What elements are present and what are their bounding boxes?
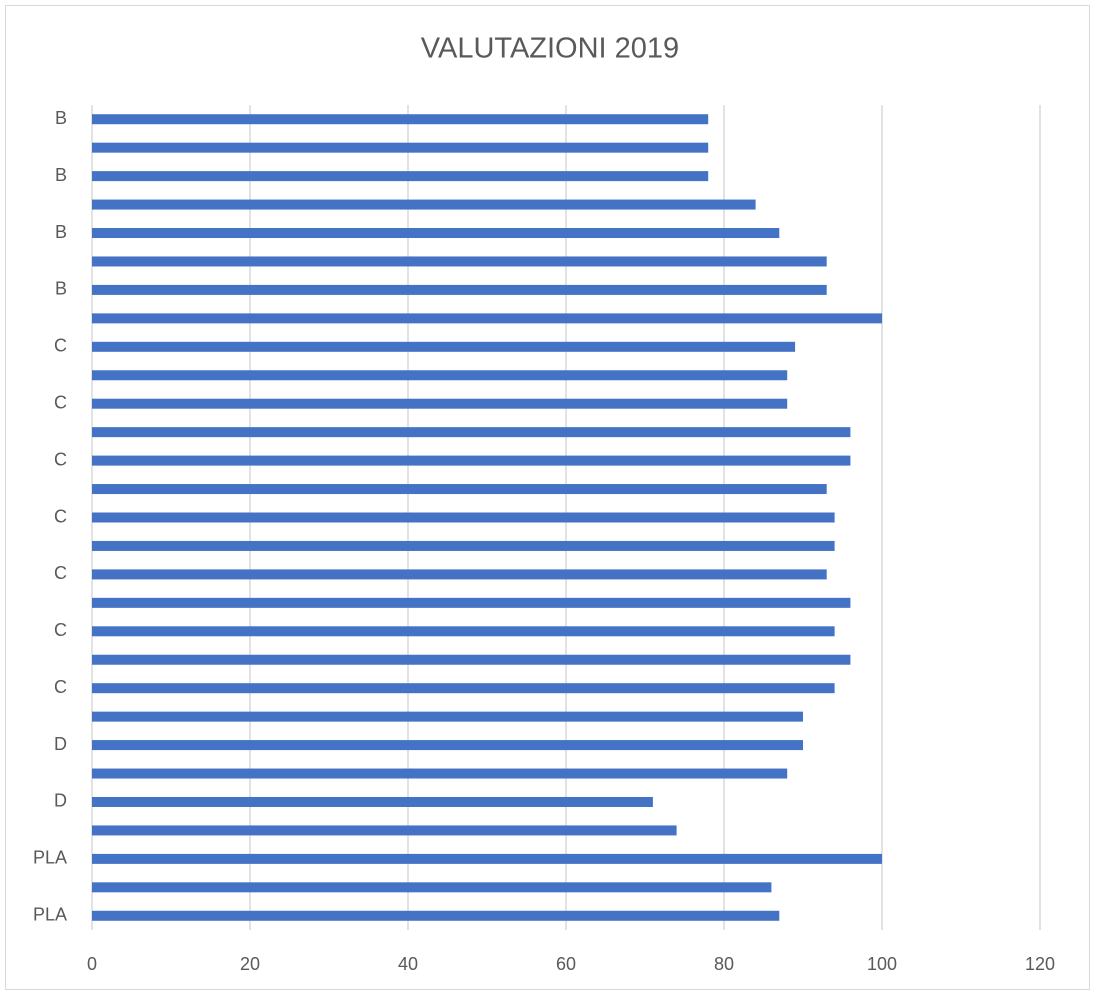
x-tick-label: 120	[1025, 954, 1055, 974]
bar	[92, 825, 677, 836]
bar	[92, 597, 851, 608]
bar	[92, 171, 709, 182]
bar	[92, 199, 756, 210]
bar	[92, 114, 709, 125]
bar	[92, 654, 851, 665]
bar	[92, 427, 851, 438]
bar	[92, 796, 653, 807]
y-tick-label: C	[54, 563, 67, 583]
bar	[92, 370, 788, 381]
y-tick-label: PLA	[33, 905, 67, 925]
x-tick-label: 60	[556, 954, 576, 974]
bar	[92, 882, 772, 893]
bar	[92, 398, 788, 409]
chart-title: VALUTAZIONI 2019	[421, 33, 679, 65]
y-tick-label: B	[55, 222, 67, 242]
x-tick-label: 0	[87, 954, 97, 974]
y-tick-label: C	[54, 392, 67, 412]
x-tick-label: 40	[398, 954, 418, 974]
y-tick-label: B	[55, 165, 67, 185]
x-tick-label: 80	[714, 954, 734, 974]
bar	[92, 569, 827, 580]
bar	[92, 228, 780, 239]
bar	[92, 910, 780, 921]
bar	[92, 142, 709, 153]
bar	[92, 540, 835, 551]
bar	[92, 853, 882, 864]
bar	[92, 284, 827, 295]
bar	[92, 740, 803, 751]
y-tick-label: PLA	[33, 848, 67, 868]
x-tick-label: 20	[240, 954, 260, 974]
chart-border	[5, 5, 1090, 990]
y-tick-label: C	[54, 677, 67, 697]
y-tick-label: B	[55, 108, 67, 128]
y-tick-label: B	[55, 279, 67, 299]
bar	[92, 768, 788, 779]
y-tick-label: C	[54, 449, 67, 469]
bar	[92, 626, 835, 637]
x-tick-label: 100	[867, 954, 897, 974]
bar	[92, 341, 796, 352]
bar	[92, 512, 835, 523]
y-tick-label: C	[54, 620, 67, 640]
y-tick-label: D	[54, 734, 67, 754]
y-tick-label: C	[54, 336, 67, 356]
bar	[92, 484, 827, 495]
bar	[92, 455, 851, 466]
y-tick-label: D	[54, 791, 67, 811]
bar	[92, 256, 827, 267]
bar	[92, 313, 882, 324]
bar	[92, 683, 835, 694]
y-tick-label: C	[54, 506, 67, 526]
bar	[92, 711, 803, 722]
